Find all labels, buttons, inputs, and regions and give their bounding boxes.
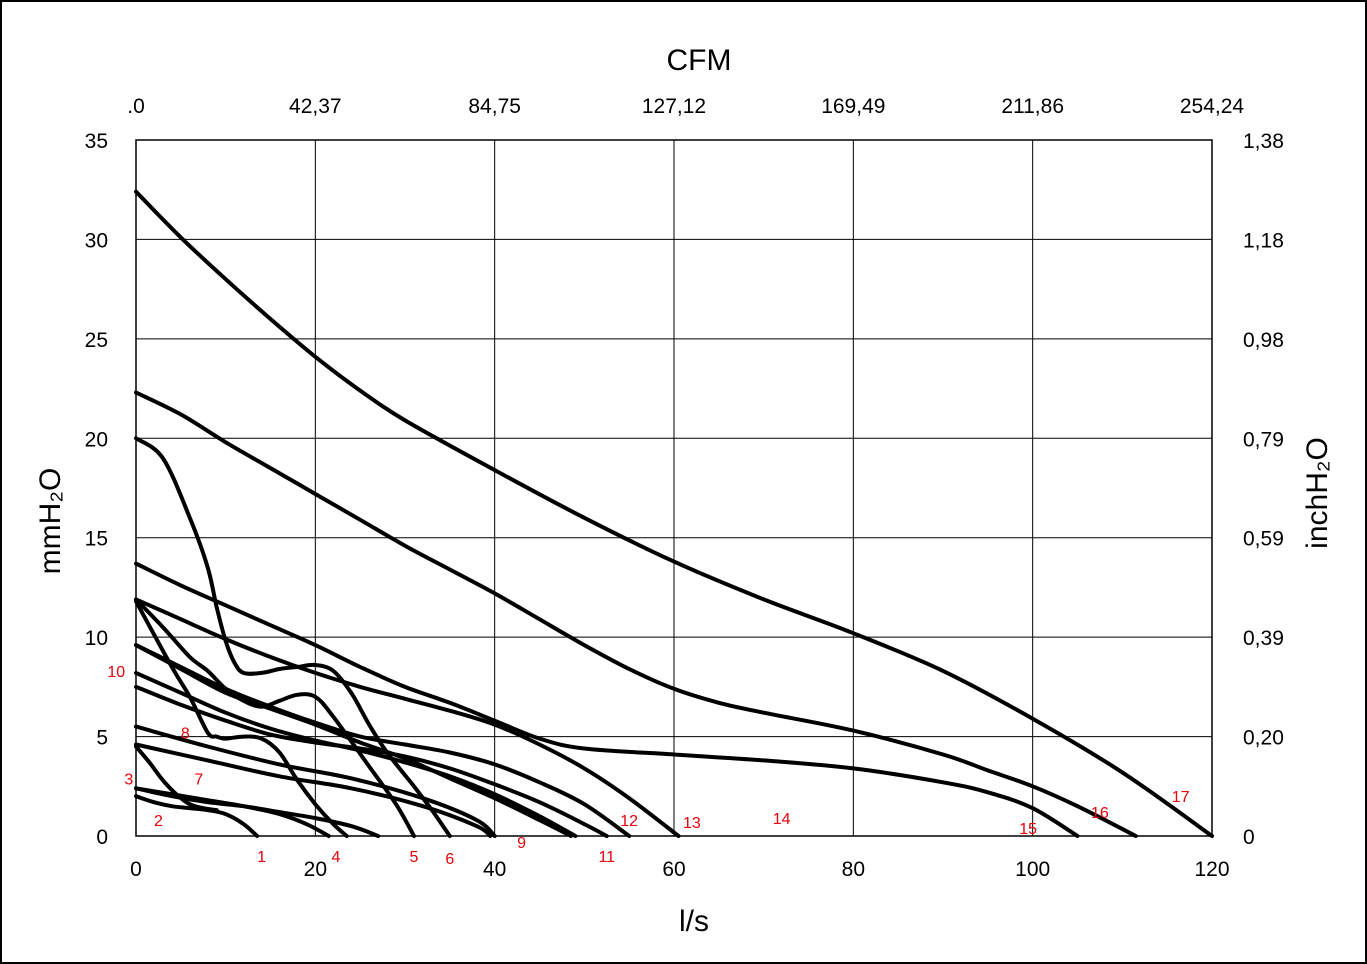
curve-label-4: 4: [332, 849, 341, 866]
y2-tick-label: 1,18: [1243, 229, 1284, 252]
curve-7: [134, 742, 493, 838]
curve-5: [134, 597, 416, 838]
curve-label-3: 3: [124, 771, 133, 788]
tick-labels: 0 20 40 60 80 100 120.0 42,37 84,75 127,12 169,49 2…: [85, 95, 1284, 881]
y-tick-label: 25: [85, 329, 108, 352]
curve-17: [134, 189, 1214, 838]
y-tick-label: 35: [85, 130, 108, 153]
x2-tick-label: 127,12: [642, 95, 706, 118]
y2-tick-label: 0: [1243, 826, 1255, 849]
curve-label-7: 7: [194, 771, 203, 788]
curve-label-8: 8: [181, 726, 190, 743]
y-tick-label: 20: [85, 428, 108, 451]
curve-12: [134, 684, 609, 838]
x-tick-label: 120: [1194, 858, 1229, 881]
y2-tick-label: 0,20: [1243, 727, 1284, 750]
y2-tick-label: 0,59: [1243, 528, 1284, 551]
x2-tick-label: 169,49: [821, 95, 885, 118]
x-tick-label: 20: [304, 858, 327, 881]
curve-3: [134, 744, 219, 813]
y2-tick-label: 0,79: [1243, 428, 1284, 451]
curve-label-12: 12: [620, 813, 638, 830]
grid-lines: [135, 139, 1213, 837]
right-axis-title: inchH₂O: [1301, 437, 1334, 549]
left-axis-title: mmH₂O: [34, 468, 67, 575]
curve-label-17: 17: [1172, 789, 1190, 806]
curve-label-16: 16: [1091, 805, 1109, 822]
curve-label-10: 10: [107, 664, 125, 681]
x2-tick-label: 211,86: [1001, 95, 1064, 118]
y2-tick-label: 0,98: [1243, 329, 1284, 352]
y-tick-label: 30: [85, 229, 108, 252]
curve-label-11: 11: [598, 849, 615, 866]
y2-tick-label: 1,38: [1243, 130, 1284, 153]
curve-label-14: 14: [773, 811, 791, 828]
curve-label-1: 1: [257, 849, 266, 866]
curve-14: [134, 597, 681, 838]
x-tick-label: 40: [483, 858, 506, 881]
curve-4: [134, 786, 381, 838]
y-tick-label: 15: [85, 528, 108, 551]
x2-tick-label: 84,75: [468, 95, 521, 118]
x-tick-label: 100: [1015, 858, 1050, 881]
performance-curves: [134, 189, 1214, 838]
curve-16: [134, 390, 1138, 838]
y-tick-label: 5: [96, 727, 108, 750]
curve-label-9: 9: [517, 835, 526, 852]
x2-tick-label: 42,37: [289, 95, 342, 118]
x-tick-label: 0: [130, 858, 142, 881]
top-axis-title: CFM: [667, 44, 732, 77]
x-tick-label: 80: [842, 858, 865, 881]
curve-label-5: 5: [410, 849, 419, 866]
curve-label-6: 6: [445, 851, 454, 868]
curve-15: [134, 561, 1080, 838]
x2-tick-label: 254,24: [1180, 95, 1245, 118]
curve-10: [134, 643, 573, 838]
y-tick-label: 0: [96, 826, 108, 849]
curve-label-2: 2: [154, 813, 163, 830]
x-tick-label: 60: [662, 858, 685, 881]
curve-label-13: 13: [683, 815, 701, 832]
curve-13: [134, 643, 632, 838]
x2-tick-label: .0: [127, 95, 145, 118]
y-tick-label: 10: [85, 627, 108, 650]
plot-area: [135, 139, 1213, 837]
bottom-axis-title: l/s: [679, 905, 709, 938]
y2-tick-label: 0,39: [1243, 627, 1284, 650]
curve-label-15: 15: [1019, 821, 1037, 838]
curve-8: [134, 724, 497, 838]
